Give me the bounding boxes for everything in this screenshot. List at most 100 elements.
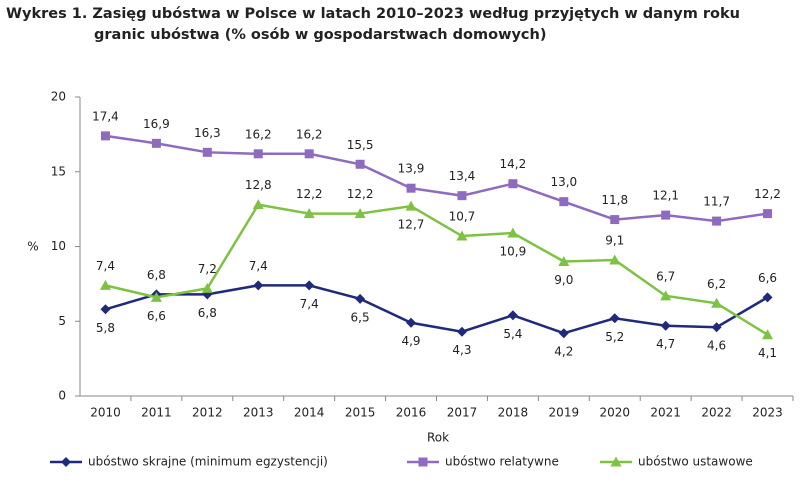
series-line — [105, 203, 769, 336]
data-point — [150, 291, 162, 302]
x-tick-label: 2022 — [701, 406, 732, 420]
data-label: 4,1 — [758, 346, 777, 360]
legend-marker — [610, 456, 622, 467]
data-label: 12,2 — [754, 187, 781, 201]
data-point — [100, 131, 110, 141]
x-tick-label: 2014 — [294, 406, 325, 420]
data-point — [660, 320, 671, 331]
data-label: 4,3 — [452, 343, 471, 357]
data-point — [762, 329, 774, 340]
x-tick-label: 2019 — [549, 406, 580, 420]
data-label: 13,9 — [398, 162, 425, 176]
data-label: 7,2 — [198, 262, 217, 276]
data-label: 7,4 — [96, 259, 115, 273]
data-point — [100, 304, 111, 315]
data-label: 4,6 — [707, 339, 726, 353]
data-label: 9,1 — [605, 233, 624, 247]
data-point — [507, 310, 518, 321]
y-axis-label: % — [27, 240, 38, 254]
y-tick-label: 20 — [51, 90, 66, 104]
data-point — [202, 147, 212, 157]
data-point — [406, 183, 416, 193]
x-tick-label: 2015 — [345, 406, 376, 420]
data-label: 6,5 — [351, 310, 370, 324]
data-label: 6,6 — [147, 309, 166, 323]
legend-label: ubóstwo skrajne (minimum egzystencji) — [88, 455, 328, 469]
x-tick-label: 2013 — [243, 406, 274, 420]
data-label: 7,4 — [300, 297, 319, 311]
x-axis-label: Rok — [427, 431, 449, 445]
data-point — [354, 208, 366, 219]
data-label: 4,9 — [401, 334, 420, 348]
data-label: 12,2 — [347, 187, 374, 201]
data-label: 12,7 — [398, 218, 425, 232]
data-point — [507, 227, 519, 238]
data-label: 16,2 — [296, 127, 323, 141]
series-line — [105, 284, 769, 335]
data-label: 6,8 — [198, 306, 217, 320]
data-label: 13,0 — [550, 175, 577, 189]
data-label: 16,2 — [245, 127, 272, 141]
data-label: 13,4 — [449, 169, 476, 183]
y-tick-label: 0 — [58, 389, 66, 403]
x-tick-label: 2011 — [141, 406, 172, 420]
data-label: 6,2 — [707, 277, 726, 291]
data-point — [609, 254, 621, 265]
data-label: 12,2 — [296, 187, 323, 201]
data-label: 6,8 — [147, 268, 166, 282]
data-point — [151, 138, 161, 148]
data-point — [660, 290, 672, 301]
data-point — [355, 293, 366, 304]
series-line — [105, 134, 768, 223]
x-tick-label: 2016 — [396, 406, 427, 420]
data-point — [712, 216, 722, 226]
x-tick-label: 2021 — [650, 406, 681, 420]
data-label: 6,6 — [758, 271, 777, 285]
data-point — [456, 230, 468, 241]
data-point — [253, 149, 263, 159]
data-label: 16,3 — [194, 126, 221, 140]
data-label: 10,7 — [449, 210, 476, 224]
data-point — [252, 199, 264, 210]
data-point — [762, 292, 773, 303]
data-point — [610, 215, 620, 225]
data-point — [763, 209, 773, 219]
data-label: 17,4 — [92, 109, 119, 123]
data-label: 14,2 — [500, 157, 527, 171]
data-point — [456, 326, 467, 337]
data-point — [559, 197, 569, 207]
data-label: 9,0 — [554, 273, 573, 287]
data-point — [558, 255, 570, 266]
y-tick-label: 5 — [58, 314, 66, 328]
data-point — [304, 280, 315, 291]
x-tick-label: 2020 — [599, 406, 630, 420]
legend-label: ubóstwo relatywne — [445, 455, 559, 469]
data-point — [355, 159, 365, 169]
data-point — [99, 279, 111, 290]
data-label: 15,5 — [347, 138, 374, 152]
legend-marker — [418, 457, 428, 467]
data-label: 5,2 — [605, 330, 624, 344]
data-label: 16,9 — [143, 117, 170, 131]
data-label: 10,9 — [500, 245, 527, 259]
data-label: 11,7 — [703, 195, 730, 209]
x-tick-label: 2023 — [752, 406, 783, 420]
data-label: 7,4 — [249, 259, 268, 273]
data-point — [609, 313, 620, 324]
chart-title: Wykres 1. Zasięg ubóstwa w Polsce w lata… — [6, 6, 740, 43]
data-label: 6,7 — [656, 269, 675, 283]
data-point — [711, 322, 722, 333]
data-point — [711, 297, 723, 308]
data-label: 12,1 — [652, 189, 679, 203]
data-point — [661, 210, 671, 220]
data-point — [253, 280, 264, 291]
data-label: 5,8 — [96, 321, 115, 335]
x-tick-label: 2017 — [447, 406, 478, 420]
legend-marker — [61, 457, 71, 467]
data-point — [304, 149, 314, 159]
data-label: 4,7 — [656, 337, 675, 351]
legend-label: ubóstwo ustawowe — [638, 455, 753, 469]
x-tick-label: 2010 — [90, 406, 121, 420]
